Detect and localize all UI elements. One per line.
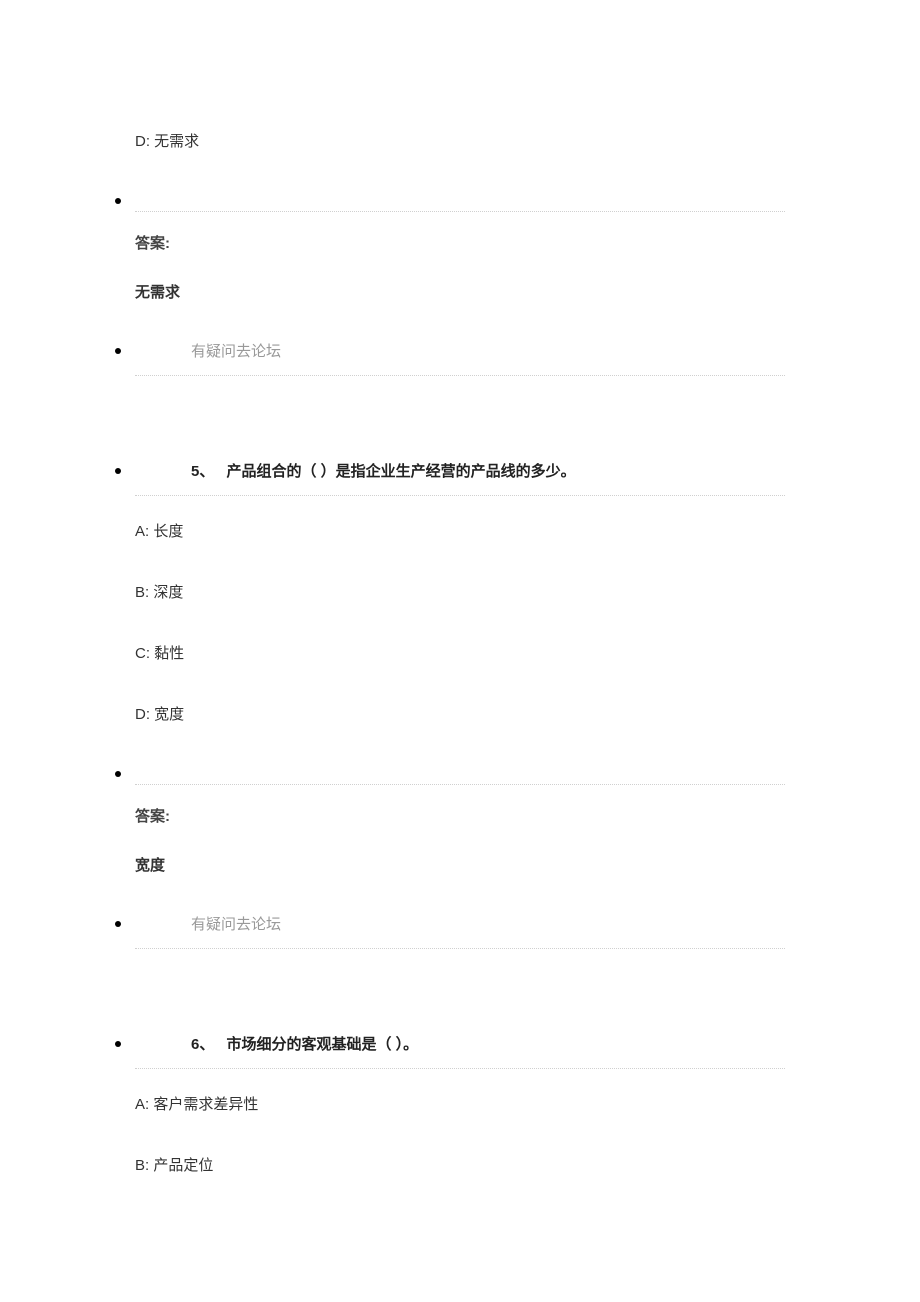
option-label: A: <box>135 1096 149 1113</box>
forum-link-row: 有疑问去论坛 <box>0 326 920 375</box>
forum-link[interactable]: 有疑问去论坛 <box>191 340 281 361</box>
q4-option-d[interactable]: D: 无需求 <box>0 130 920 151</box>
question-number: 6、 <box>191 1036 214 1053</box>
bullet-row <box>0 764 920 784</box>
option-label: A: <box>135 523 149 540</box>
q5-option-d[interactable]: D: 宽度 <box>0 703 920 724</box>
answer-value: 无需求 <box>135 281 920 326</box>
q5-answer-section: 答案: 宽度 <box>0 785 920 899</box>
option-text: 无需求 <box>154 133 199 150</box>
option-text: 深度 <box>153 584 183 601</box>
option-text: 黏性 <box>154 645 184 662</box>
bullet-icon <box>115 198 121 204</box>
option-text: 长度 <box>153 523 183 540</box>
option-text: 产品定位 <box>153 1157 213 1174</box>
bullet-icon <box>115 348 121 354</box>
bullet-icon <box>115 468 121 474</box>
answer-value: 宽度 <box>135 854 920 899</box>
q4-answer-section: 答案: 无需求 <box>0 212 920 326</box>
q5-option-a[interactable]: A: 长度 <box>0 520 920 541</box>
option-label: D: <box>135 133 150 150</box>
q5-option-b[interactable]: B: 深度 <box>0 581 920 602</box>
q5-option-c[interactable]: C: 黏性 <box>0 642 920 663</box>
option-text: 客户需求差异性 <box>153 1096 258 1113</box>
question-title: 产品组合的（ ）是指企业生产经营的产品线的多少。 <box>227 463 576 480</box>
q5-question-row: 5、 产品组合的（ ）是指企业生产经营的产品线的多少。 <box>0 446 920 495</box>
option-label: D: <box>135 706 150 723</box>
question-text: 6、 市场细分的客观基础是（ ）。 <box>191 1033 418 1054</box>
q6-option-a[interactable]: A: 客户需求差异性 <box>0 1093 920 1114</box>
q6-option-b[interactable]: B: 产品定位 <box>0 1154 920 1175</box>
q6-question-row: 6、 市场细分的客观基础是（ ）。 <box>0 1019 920 1068</box>
answer-label: 答案: <box>135 232 920 253</box>
answer-label: 答案: <box>135 805 920 826</box>
bullet-icon <box>115 1041 121 1047</box>
bullet-row <box>0 191 920 211</box>
forum-link[interactable]: 有疑问去论坛 <box>191 913 281 934</box>
option-label: B: <box>135 584 149 601</box>
forum-link-row: 有疑问去论坛 <box>0 899 920 948</box>
bullet-icon <box>115 771 121 777</box>
question-title: 市场细分的客观基础是（ ）。 <box>227 1036 419 1053</box>
option-label: C: <box>135 645 150 662</box>
question-text: 5、 产品组合的（ ）是指企业生产经营的产品线的多少。 <box>191 460 576 481</box>
option-text: 宽度 <box>154 706 184 723</box>
option-label: B: <box>135 1157 149 1174</box>
bullet-icon <box>115 921 121 927</box>
question-number: 5、 <box>191 463 214 480</box>
